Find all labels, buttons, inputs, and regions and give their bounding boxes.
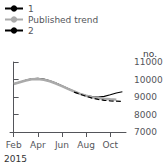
svg-text:7000: 7000: [134, 127, 157, 137]
svg-text:2015: 2015: [4, 154, 27, 164]
svg-text:10000: 10000: [134, 75, 163, 85]
svg-text:Jun: Jun: [54, 140, 69, 150]
svg-text:9000: 9000: [134, 92, 157, 102]
svg-text:Published trend: Published trend: [28, 15, 98, 25]
svg-text:8000: 8000: [134, 110, 157, 120]
svg-text:Oct: Oct: [103, 140, 119, 150]
svg-text:Aug: Aug: [77, 140, 95, 150]
svg-text:no.: no.: [143, 49, 157, 59]
svg-text:1: 1: [28, 4, 34, 14]
svg-text:2: 2: [28, 26, 34, 36]
svg-text:Apr: Apr: [30, 140, 46, 150]
svg-text:Feb: Feb: [6, 140, 22, 150]
svg-text:11000: 11000: [134, 57, 163, 67]
